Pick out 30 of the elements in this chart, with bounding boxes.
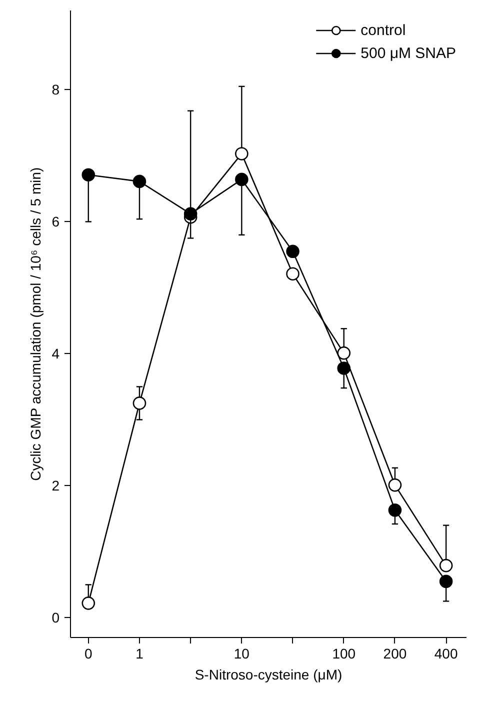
point: [388, 478, 402, 492]
point: [286, 267, 300, 280]
point: [82, 596, 96, 610]
point: [439, 558, 453, 572]
point: [337, 362, 351, 375]
y-tick-label: 4: [52, 346, 60, 362]
point: [235, 172, 248, 186]
y-tick-label: 8: [52, 82, 60, 98]
y-tick-label: 2: [52, 478, 60, 494]
x-tick-label: 400: [434, 646, 458, 662]
point: [337, 346, 351, 360]
point: [132, 174, 146, 188]
point: [82, 168, 96, 182]
x-axis-title: S-Nitroso-cysteine (μM): [194, 666, 342, 682]
x-tick-label: 10: [234, 646, 250, 662]
legend-label: 500 μM SNAP: [360, 44, 456, 62]
x-tick-label: 0: [84, 646, 92, 662]
x-tick-label: 200: [383, 646, 407, 662]
x-tick-label: 1: [136, 646, 144, 662]
y-tick-label: 0: [52, 610, 60, 626]
x-tick-label: 100: [332, 646, 356, 662]
point: [439, 574, 453, 588]
y-axis-title: Cyclic GMP accumulation (pmol / 10⁶ cells / 5 min): [28, 167, 44, 481]
point: [184, 207, 198, 220]
point: [235, 147, 248, 160]
point: [286, 244, 300, 258]
legend-label: control: [360, 22, 406, 38]
point: [388, 503, 402, 517]
point: [132, 396, 146, 410]
y-tick-label: 6: [52, 214, 60, 230]
